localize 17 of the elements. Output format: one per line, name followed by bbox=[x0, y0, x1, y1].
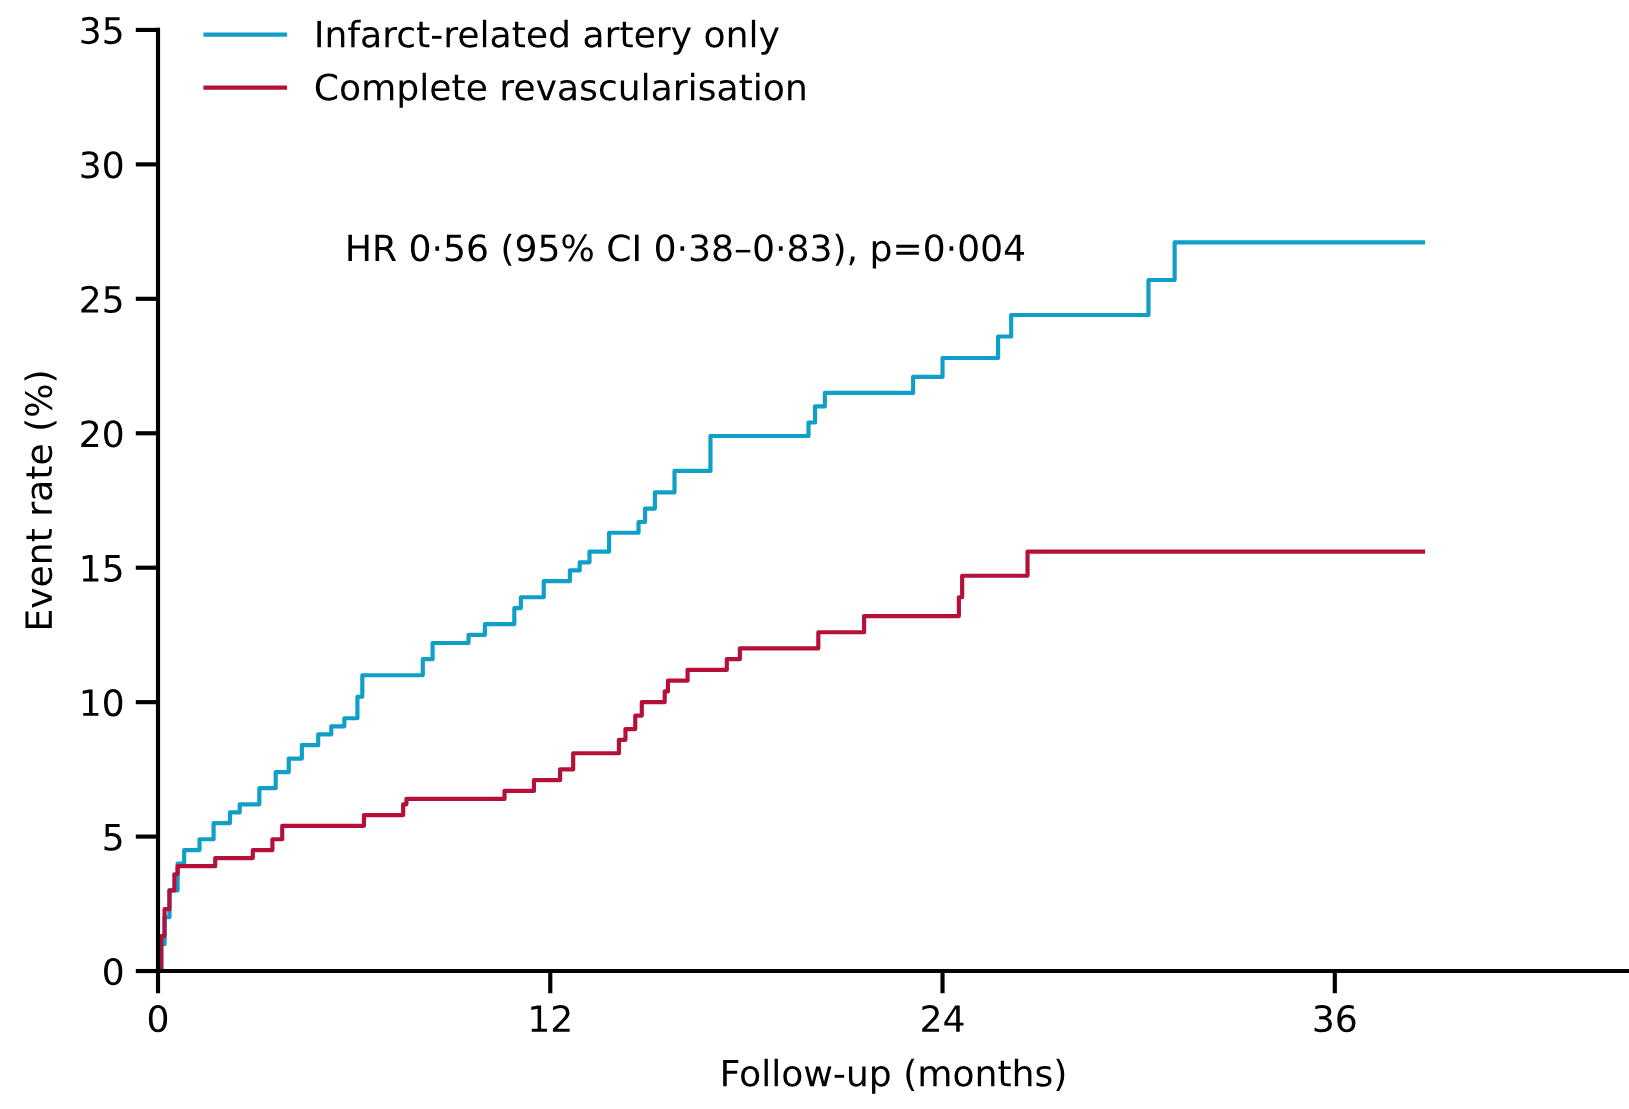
x-tick-label: 12 bbox=[531, 1005, 570, 1032]
y-tick-label: 15 bbox=[82, 555, 122, 582]
x-tick-label: 0 bbox=[148, 1005, 168, 1033]
x-tick-label: 36 bbox=[1314, 1005, 1356, 1033]
y-tick-label: 10 bbox=[82, 689, 123, 717]
y-tick-label: 20 bbox=[81, 420, 123, 448]
x-axis-title: Follow-up (months) bbox=[723, 1058, 1065, 1094]
annotation: HR 0·56 (95% CI 0·38–0·83), p=0·004 bbox=[348, 233, 1025, 269]
y-tick-label: 30 bbox=[81, 151, 123, 179]
x-tick-label: 24 bbox=[922, 1005, 964, 1032]
legend-label: Infarct-related artery only bbox=[317, 19, 779, 55]
legend-label: Complete revascularisation bbox=[315, 72, 805, 108]
y-axis-title: Event rate (%) bbox=[24, 372, 57, 629]
y-tick-label: 5 bbox=[104, 823, 122, 851]
y-tick-label: 0 bbox=[104, 957, 123, 986]
y-tick-label: 25 bbox=[81, 285, 122, 314]
y-tick-label: 35 bbox=[81, 16, 122, 45]
